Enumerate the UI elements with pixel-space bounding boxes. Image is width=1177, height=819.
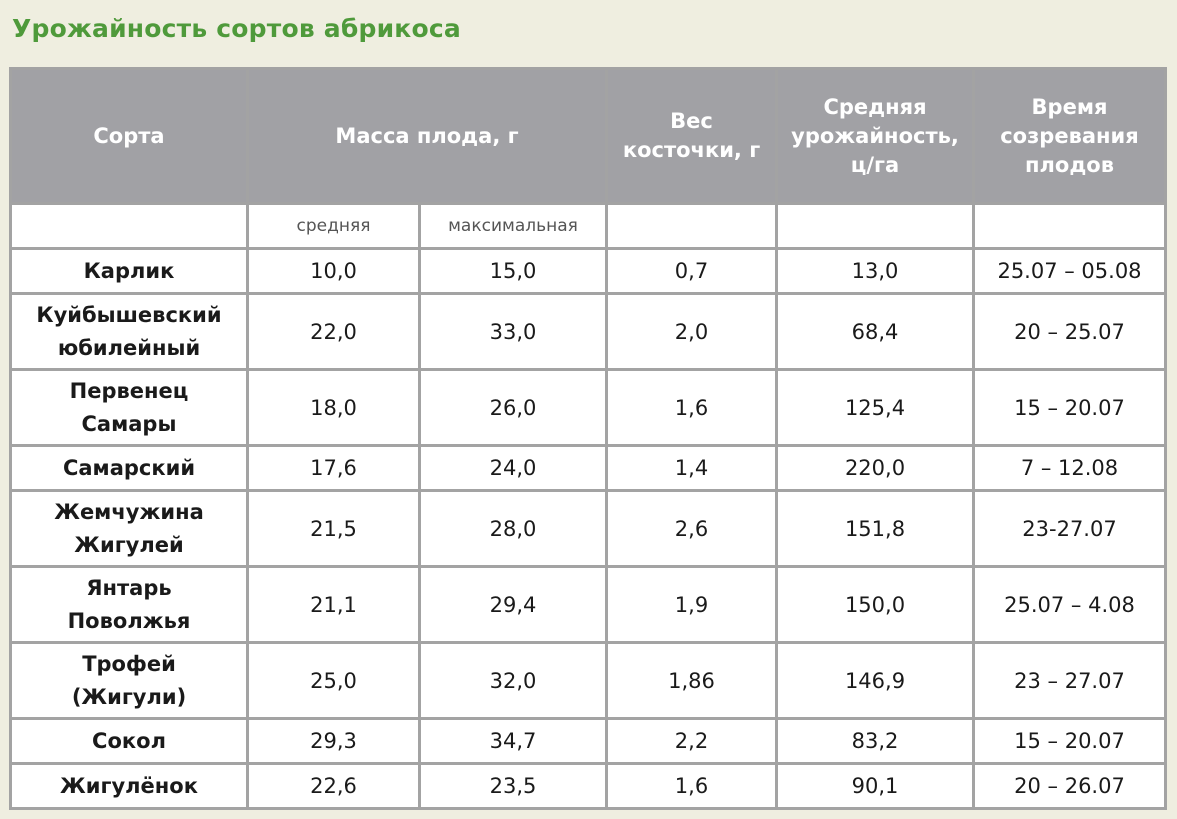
subheader-empty: [605, 202, 778, 250]
table-row: Куйбышевский юбилейный 22,0 33,0 2,0 68,4 20 –…: [9, 292, 1167, 371]
variety-name-line: Карлик: [83, 258, 175, 283]
variety-name-line: Первенец: [69, 378, 189, 403]
subheader-maximum: максимальная: [418, 202, 608, 250]
ripening-time-cell: 20 – 25.07: [972, 292, 1167, 371]
average-yield-cell: 13,0: [775, 247, 975, 295]
mass-average-cell: 17,6: [246, 444, 421, 492]
average-yield-cell: 125,4: [775, 368, 975, 447]
mass-average-cell: 22,0: [246, 292, 421, 371]
stone-weight-cell: 1,6: [605, 368, 778, 447]
subheader-empty: [972, 202, 1167, 250]
table-row: Жемчужина Жигулей 21,5 28,0 2,6 151,8 23-27.07: [9, 489, 1167, 568]
stone-weight-cell: 2,6: [605, 489, 778, 568]
average-yield-cell: 90,1: [775, 762, 975, 810]
variety-name-line: Жемчужина: [54, 499, 204, 524]
table-row: Самарский 17,6 24,0 1,4 220,0 7 – 12.08: [9, 444, 1167, 492]
mass-maximum-cell: 34,7: [418, 717, 608, 765]
mass-average-cell: 21,5: [246, 489, 421, 568]
average-yield-cell: 220,0: [775, 444, 975, 492]
variety-name-line: Куйбышевский: [36, 302, 222, 327]
mass-maximum-cell: 28,0: [418, 489, 608, 568]
variety-name-line: (Жигули): [71, 684, 187, 709]
variety-name: Жигулёнок: [9, 762, 249, 810]
mass-average-cell: 25,0: [246, 641, 421, 720]
ripening-time-cell: 15 – 20.07: [972, 717, 1167, 765]
mass-maximum-cell: 26,0: [418, 368, 608, 447]
mass-maximum-cell: 24,0: [418, 444, 608, 492]
table-row: Карлик 10,0 15,0 0,7 13,0 25.07 – 05.08: [9, 247, 1167, 295]
ripening-time-cell: 23 – 27.07: [972, 641, 1167, 720]
variety-name-line: Самары: [81, 411, 177, 436]
header-stone-weight: Вес косточки, г: [605, 67, 778, 205]
variety-name: Сокол: [9, 717, 249, 765]
variety-name-line: Сокол: [92, 728, 166, 753]
variety-name-line: юбилейный: [57, 335, 201, 360]
variety-name-line: Трофей: [82, 651, 176, 676]
subheader-average: средняя: [246, 202, 421, 250]
variety-name-line: Самарский: [62, 455, 196, 480]
variety-name-line: Жигулёнок: [60, 773, 198, 798]
mass-average-cell: 10,0: [246, 247, 421, 295]
variety-name: Карлик: [9, 247, 249, 295]
variety-name-line: Янтарь: [86, 575, 172, 600]
average-yield-cell: 83,2: [775, 717, 975, 765]
yield-table: Сорта Масса плода, г Вес косточки, г Сред…: [9, 67, 1167, 810]
mass-average-cell: 21,1: [246, 565, 421, 644]
variety-name: Первенец Самары: [9, 368, 249, 447]
stone-weight-cell: 2,2: [605, 717, 778, 765]
variety-name-line: Жигулей: [74, 532, 184, 557]
subheader-empty: [9, 202, 249, 250]
table-row: Первенец Самары 18,0 26,0 1,6 125,4 15 – 20.07: [9, 368, 1167, 447]
header-ripening-time: Время созревания плодов: [972, 67, 1167, 205]
mass-maximum-cell: 29,4: [418, 565, 608, 644]
ripening-time-cell: 15 – 20.07: [972, 368, 1167, 447]
table-row: Янтарь Поволжья 21,1 29,4 1,9 150,0 25.07 – 4.…: [9, 565, 1167, 644]
ripening-time-cell: 20 – 26.07: [972, 762, 1167, 810]
variety-name: Куйбышевский юбилейный: [9, 292, 249, 371]
variety-name: Янтарь Поволжья: [9, 565, 249, 644]
page-title: Урожайность сортов абрикоса: [12, 14, 461, 43]
average-yield-cell: 150,0: [775, 565, 975, 644]
header-variety: Сорта: [9, 67, 249, 205]
table-subheader-row: средняя максимальная: [9, 202, 1167, 250]
ripening-time-cell: 25.07 – 05.08: [972, 247, 1167, 295]
mass-maximum-cell: 15,0: [418, 247, 608, 295]
table-row: Жигулёнок 22,6 23,5 1,6 90,1 20 – 26.07: [9, 762, 1167, 810]
table-row: Сокол 29,3 34,7 2,2 83,2 15 – 20.07: [9, 717, 1167, 765]
variety-name-line: Поволжья: [67, 608, 191, 633]
ripening-time-cell: 25.07 – 4.08: [972, 565, 1167, 644]
mass-average-cell: 22,6: [246, 762, 421, 810]
stone-weight-cell: 1,4: [605, 444, 778, 492]
ripening-time-cell: 7 – 12.08: [972, 444, 1167, 492]
table-row: Трофей (Жигули) 25,0 32,0 1,86 146,9 23 – 27.0…: [9, 641, 1167, 720]
mass-maximum-cell: 32,0: [418, 641, 608, 720]
stone-weight-cell: 1,86: [605, 641, 778, 720]
stone-weight-cell: 1,9: [605, 565, 778, 644]
average-yield-cell: 146,9: [775, 641, 975, 720]
header-average-yield: Средняя урожайность, ц/га: [775, 67, 975, 205]
subheader-empty: [775, 202, 975, 250]
mass-maximum-cell: 33,0: [418, 292, 608, 371]
variety-name: Жемчужина Жигулей: [9, 489, 249, 568]
ripening-time-cell: 23-27.07: [972, 489, 1167, 568]
average-yield-cell: 68,4: [775, 292, 975, 371]
mass-maximum-cell: 23,5: [418, 762, 608, 810]
stone-weight-cell: 0,7: [605, 247, 778, 295]
variety-name: Трофей (Жигули): [9, 641, 249, 720]
stone-weight-cell: 2,0: [605, 292, 778, 371]
mass-average-cell: 29,3: [246, 717, 421, 765]
mass-average-cell: 18,0: [246, 368, 421, 447]
average-yield-cell: 151,8: [775, 489, 975, 568]
table-header-row: Сорта Масса плода, г Вес косточки, г Сред…: [9, 67, 1167, 205]
variety-name: Самарский: [9, 444, 249, 492]
stone-weight-cell: 1,6: [605, 762, 778, 810]
header-fruit-mass: Масса плода, г: [246, 67, 608, 205]
